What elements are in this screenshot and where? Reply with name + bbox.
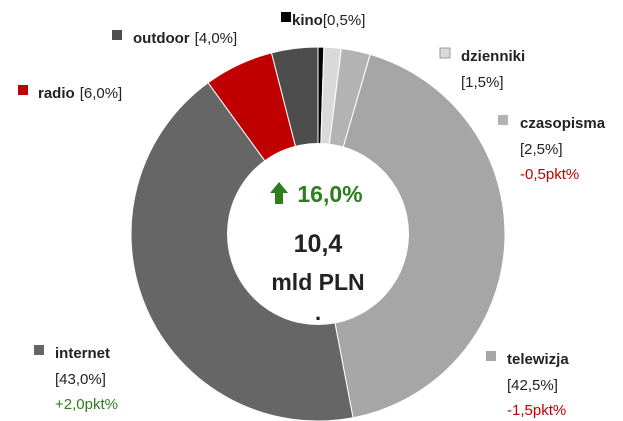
legend-swatch xyxy=(112,30,122,40)
legend-swatch xyxy=(18,85,28,95)
up-arrow xyxy=(270,182,288,204)
donut-hole xyxy=(227,143,409,325)
amount: 10,4 xyxy=(294,230,343,258)
label-name: dzienniki xyxy=(461,48,525,65)
label-value: [1,5%] xyxy=(461,74,504,91)
label-value: [2,5%] xyxy=(520,141,563,158)
change-label: -1,5pkt% xyxy=(507,402,566,419)
label: radio [6,0%] xyxy=(38,85,122,102)
unit: mld PLN xyxy=(271,269,364,295)
legend-swatch xyxy=(486,351,496,361)
legend-swatch xyxy=(498,115,508,125)
label: kino[0,5%] xyxy=(292,12,365,29)
label-value: [0,5%] xyxy=(323,12,366,29)
legend-swatch xyxy=(34,345,44,355)
label-value: [4,0%] xyxy=(195,30,238,47)
change-label: +2,0pkt% xyxy=(55,396,118,413)
label-value: [43,0%] xyxy=(55,371,106,388)
label-name: radio xyxy=(38,85,75,102)
label: outdoor [4,0%] xyxy=(133,30,237,47)
slice xyxy=(317,53,506,419)
label-name: telewizja xyxy=(507,351,569,368)
label-value: [6,0%] xyxy=(80,85,123,102)
growth: 16,0% xyxy=(297,181,362,207)
label-name: outdoor xyxy=(133,30,190,47)
legend-swatch xyxy=(439,47,451,59)
label-name: kino xyxy=(292,12,323,29)
change-label: -0,5pkt% xyxy=(520,166,579,183)
label-name: internet xyxy=(55,345,110,362)
legend-swatch xyxy=(281,12,291,22)
note: . xyxy=(315,300,321,325)
label-value: [42,5%] xyxy=(507,377,558,394)
label-name: czasopisma xyxy=(520,115,606,132)
